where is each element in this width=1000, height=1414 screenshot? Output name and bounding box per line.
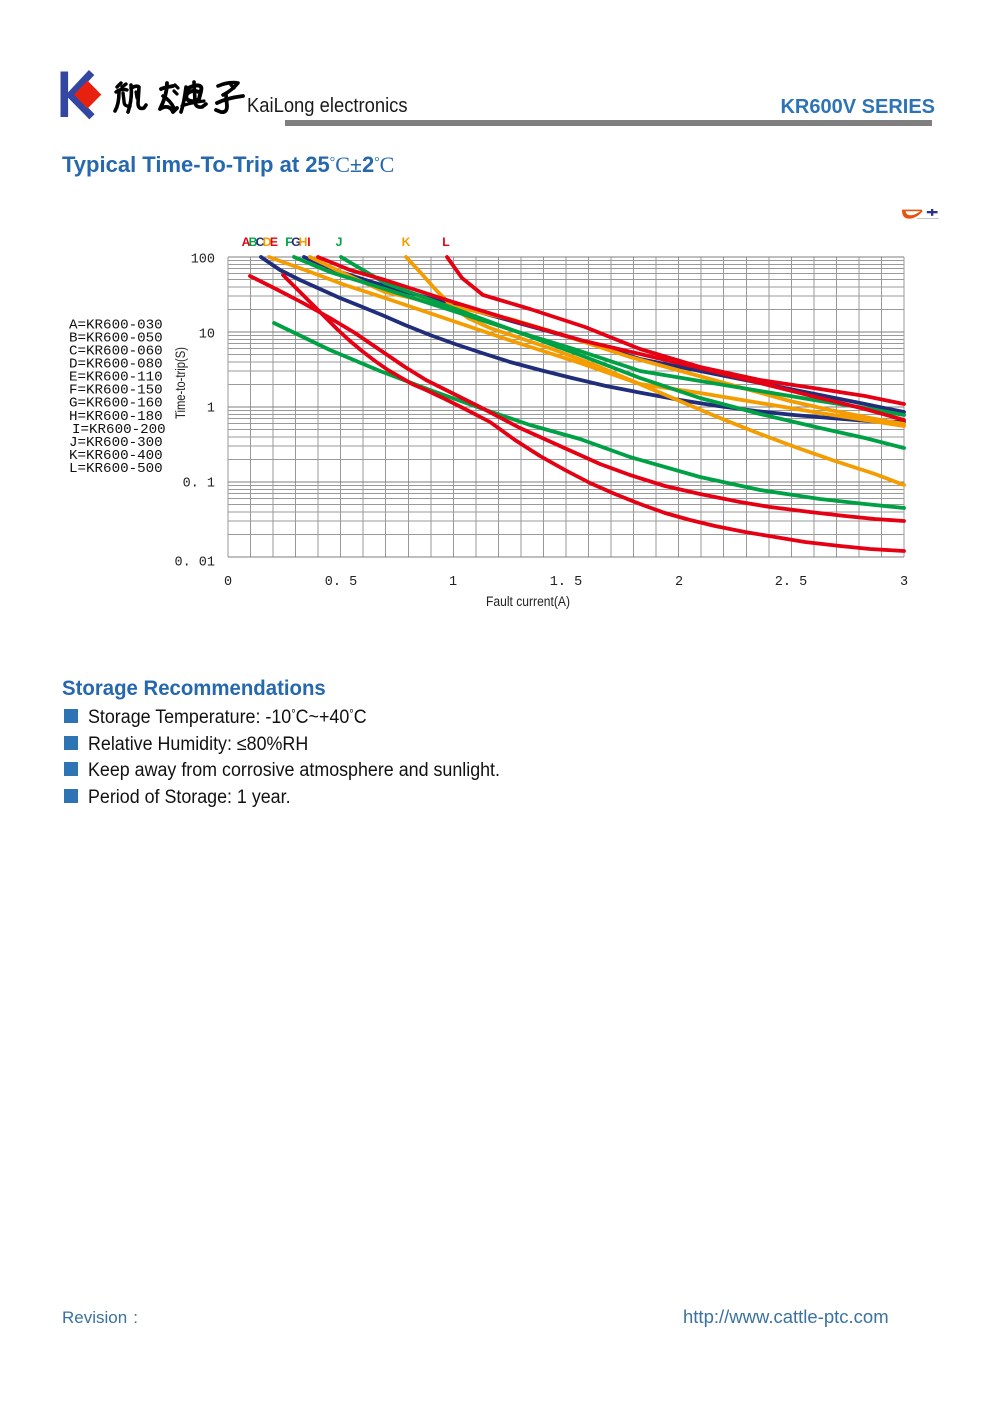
svg-text:G=KR600-160: G=KR600-160 (69, 396, 163, 412)
svg-text:C=KR600-060: C=KR600-060 (69, 344, 163, 360)
svg-text:K: K (402, 235, 411, 249)
svg-text:K=KR600-400: K=KR600-400 (69, 448, 163, 464)
svg-text:0. 1: 0. 1 (183, 477, 215, 492)
svg-text:E=KR600-110: E=KR600-110 (69, 370, 163, 386)
svg-text:D: D (263, 235, 272, 249)
svg-text:F=KR600-150: F=KR600-150 (69, 383, 163, 399)
svg-text:3: 3 (900, 575, 908, 590)
svg-text:J: J (336, 235, 343, 249)
svg-text:100: 100 (191, 253, 215, 268)
svg-text:F: F (285, 235, 292, 249)
svg-text:Time-to-trip(S): Time-to-trip(S) (172, 347, 188, 419)
svg-text:1. 5: 1. 5 (550, 575, 582, 590)
svg-text:H: H (299, 235, 308, 249)
svg-text:B=KR600-050: B=KR600-050 (69, 330, 163, 346)
svg-text:1: 1 (449, 575, 457, 590)
svg-text:A: A (242, 235, 251, 249)
svg-text:G: G (291, 235, 300, 249)
svg-text:L=KR600-500: L=KR600-500 (69, 461, 163, 477)
svg-text:I=KR600-200: I=KR600-200 (72, 422, 166, 438)
svg-text:2. 5: 2. 5 (775, 575, 807, 590)
svg-text:I: I (307, 235, 310, 249)
svg-text:L: L (442, 235, 450, 249)
svg-text:2: 2 (675, 575, 683, 590)
svg-text:J=KR600-300: J=KR600-300 (69, 435, 163, 451)
svg-text:Fault current(A): Fault current(A) (486, 594, 570, 609)
svg-text:0. 5: 0. 5 (325, 575, 357, 590)
svg-text:10: 10 (199, 328, 215, 343)
svg-text:C: C (256, 235, 265, 249)
svg-text:1: 1 (207, 402, 215, 417)
svg-text:B: B (249, 235, 258, 249)
svg-text:H=KR600-180: H=KR600-180 (69, 409, 163, 425)
svg-text:E: E (270, 235, 278, 249)
svg-text:0: 0 (224, 575, 232, 590)
svg-text:0. 01: 0. 01 (174, 556, 215, 571)
svg-text:A=KR600-030: A=KR600-030 (69, 317, 163, 333)
svg-text:D=KR600-080: D=KR600-080 (69, 357, 163, 373)
